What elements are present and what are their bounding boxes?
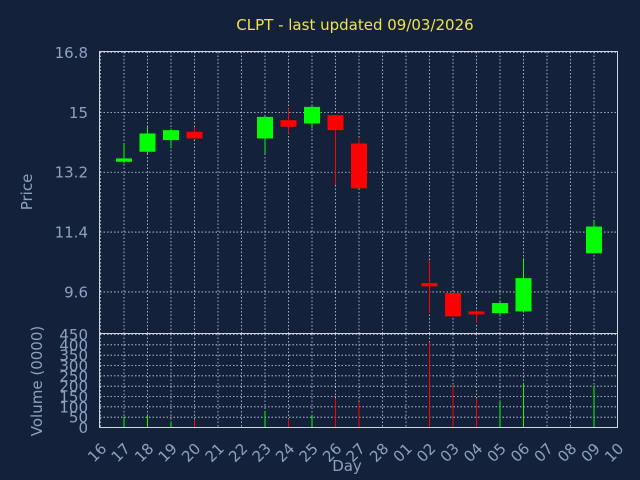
price-tick-label: 13.2 (55, 164, 88, 182)
candle-body (468, 311, 485, 315)
candle-body (351, 143, 367, 189)
volume-tick-label: 300 (59, 357, 88, 375)
volume-bars (123, 342, 595, 427)
volume-tick-label: 450 (59, 326, 88, 344)
price-tick-label: 15 (69, 104, 88, 122)
candle-body (280, 120, 297, 127)
candle-body (139, 133, 156, 152)
candle-body (327, 115, 344, 131)
candle-body (515, 278, 532, 312)
candle-body (304, 106, 320, 124)
candle-body (492, 303, 508, 314)
price-tick-label: 16.8 (55, 44, 88, 62)
x-axis-label: Day (332, 457, 362, 475)
candle-body (445, 293, 461, 317)
volume-tick-label: 50 (69, 409, 88, 427)
price-tick-label: 11.4 (55, 224, 88, 242)
price-axis-label: Price (18, 174, 36, 211)
price-axis: 16.8 15 13.2 11.4 9.6 (55, 44, 88, 301)
volume-axis-label: Volume (0000) (28, 326, 46, 436)
volume-tick-label: 400 (59, 336, 88, 354)
volume-tick-label: 250 (59, 367, 88, 385)
price-tick-label: 9.6 (64, 283, 88, 301)
volume-tick-label: 0 (78, 419, 88, 437)
price-grid (100, 52, 618, 333)
volume-panel-frame (99, 333, 618, 428)
volume-tick-label: 350 (59, 347, 88, 365)
candle-body (186, 131, 203, 139)
volume-tick-label: 100 (59, 398, 88, 416)
chart-title: CLPT - last updated 09/03/2026 (236, 16, 473, 34)
candle-body (421, 283, 438, 287)
candle-body (586, 226, 602, 254)
volume-tick-label: 150 (59, 388, 88, 406)
candle-body (163, 130, 179, 141)
candle-body (116, 158, 132, 162)
volume-tick-label: 200 (59, 378, 88, 396)
candle-body (257, 116, 273, 139)
candles (116, 105, 602, 324)
